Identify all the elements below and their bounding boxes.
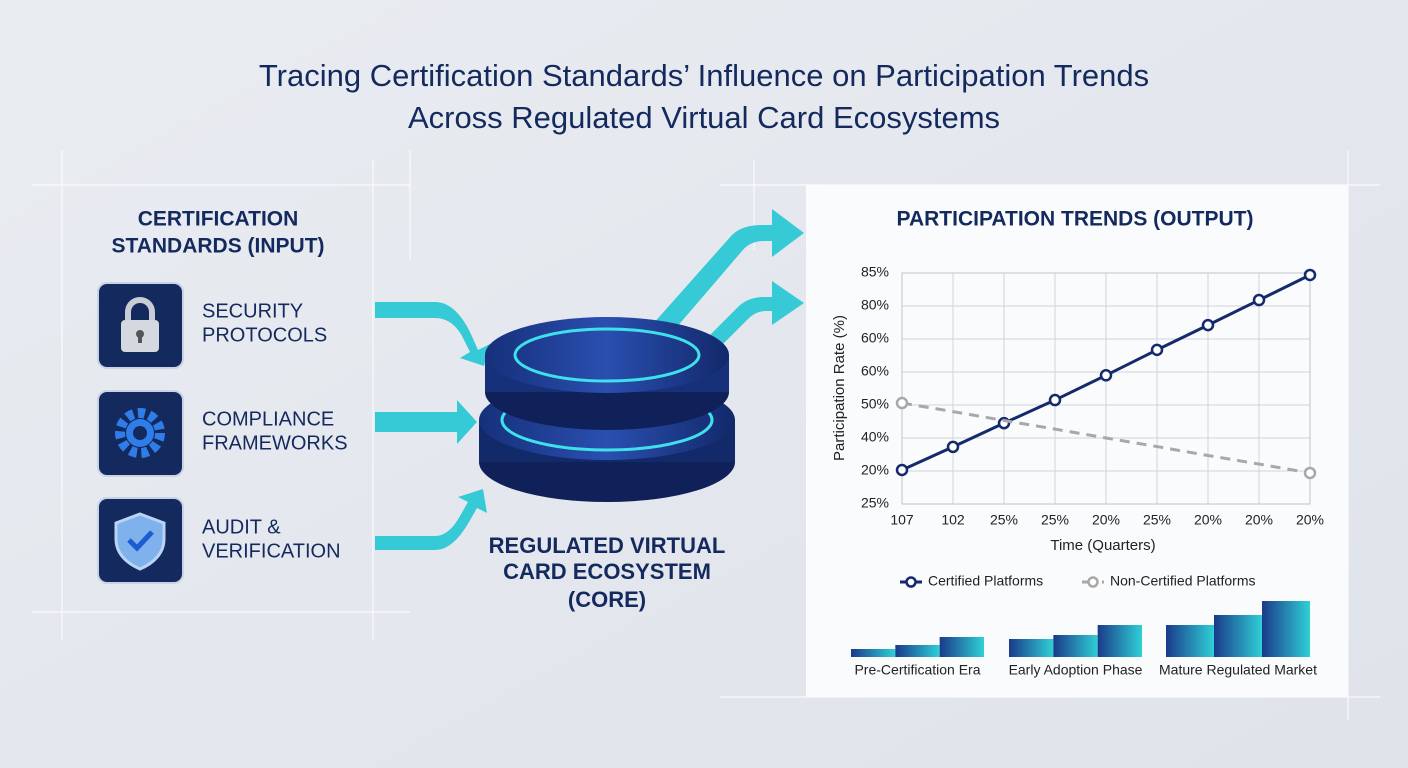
item-label: SECURITY bbox=[202, 300, 303, 322]
y-tick-label: 25% bbox=[861, 495, 889, 511]
item-label: VERIFICATION bbox=[202, 540, 341, 562]
item-label: PROTOCOLS bbox=[202, 324, 327, 346]
phase-bar bbox=[939, 637, 984, 657]
x-tick-label: 25% bbox=[990, 512, 1018, 528]
y-tick-label: 20% bbox=[861, 462, 889, 478]
phase-bar bbox=[1097, 625, 1142, 657]
x-tick-label: 20% bbox=[1194, 512, 1222, 528]
phase-label: Mature Regulated Market bbox=[1159, 662, 1317, 678]
series-line bbox=[901, 401, 1311, 475]
point-marker bbox=[895, 396, 909, 410]
phase-bar bbox=[1166, 625, 1214, 657]
x-tick-label: 102 bbox=[941, 512, 965, 528]
x-tick-label: 107 bbox=[890, 512, 914, 528]
input-arrows bbox=[375, 209, 804, 550]
phase-bar bbox=[1214, 615, 1262, 657]
icon-boxes bbox=[97, 282, 184, 584]
x-tick-label: 20% bbox=[1296, 512, 1324, 528]
point-marker bbox=[1252, 293, 1266, 307]
legend-label: Non-Certified Platforms bbox=[1110, 573, 1256, 589]
item-label: COMPLIANCE bbox=[202, 408, 334, 430]
phase-bar bbox=[895, 645, 940, 657]
x-axis-label: Time (Quarters) bbox=[1050, 537, 1155, 554]
y-tick-label: 80% bbox=[861, 297, 889, 313]
point-marker bbox=[946, 440, 960, 454]
x-tick-label: 25% bbox=[1041, 512, 1069, 528]
x-tick-label: 20% bbox=[1092, 512, 1120, 528]
point-marker bbox=[1099, 369, 1113, 382]
legend-marker bbox=[905, 576, 917, 588]
title-line: Tracing Certification Standards’ Influen… bbox=[259, 58, 1149, 93]
y-tick-label: 60% bbox=[861, 363, 889, 379]
point-marker bbox=[1201, 318, 1215, 332]
output-panel bbox=[806, 185, 1348, 697]
input-heading: STANDARDS (INPUT) bbox=[111, 235, 324, 258]
title-line: Across Regulated Virtual Card Ecosystems bbox=[408, 100, 1000, 135]
core-label: CARD ECOSYSTEM bbox=[503, 559, 711, 584]
phase-label: Early Adoption Phase bbox=[1009, 662, 1143, 678]
phase-label: Pre-Certification Era bbox=[854, 662, 980, 678]
x-tick-label: 25% bbox=[1143, 512, 1171, 528]
point-marker bbox=[1303, 466, 1317, 480]
item-label: FRAMEWORKS bbox=[202, 432, 348, 454]
point-marker bbox=[1048, 393, 1062, 407]
phase-bar bbox=[1262, 601, 1310, 657]
phase-bar bbox=[1053, 635, 1098, 657]
input-heading: CERTIFICATION bbox=[138, 208, 299, 231]
point-marker bbox=[895, 463, 909, 477]
point-marker bbox=[1303, 268, 1317, 282]
y-tick-label: 40% bbox=[861, 429, 889, 445]
x-tick-label: 20% bbox=[1245, 512, 1273, 528]
legend-marker bbox=[1087, 576, 1099, 588]
core-disk bbox=[479, 317, 735, 502]
y-tick-label: 50% bbox=[861, 396, 889, 412]
plot-frame bbox=[901, 272, 1311, 505]
item-label: AUDIT & bbox=[202, 516, 281, 538]
output-heading: PARTICIPATION TRENDS (OUTPUT) bbox=[897, 208, 1254, 231]
y-axis-label: Participation Rate (%) bbox=[831, 315, 848, 461]
core-label: (CORE) bbox=[568, 587, 646, 612]
point-marker bbox=[1150, 343, 1164, 357]
phase-bar bbox=[1009, 639, 1054, 657]
phase-bar bbox=[851, 649, 896, 657]
y-tick-label: 60% bbox=[861, 330, 889, 346]
y-tick-label: 85% bbox=[861, 264, 889, 280]
legend-label: Certified Platforms bbox=[928, 573, 1043, 589]
core-label: REGULATED VIRTUAL bbox=[489, 533, 726, 558]
